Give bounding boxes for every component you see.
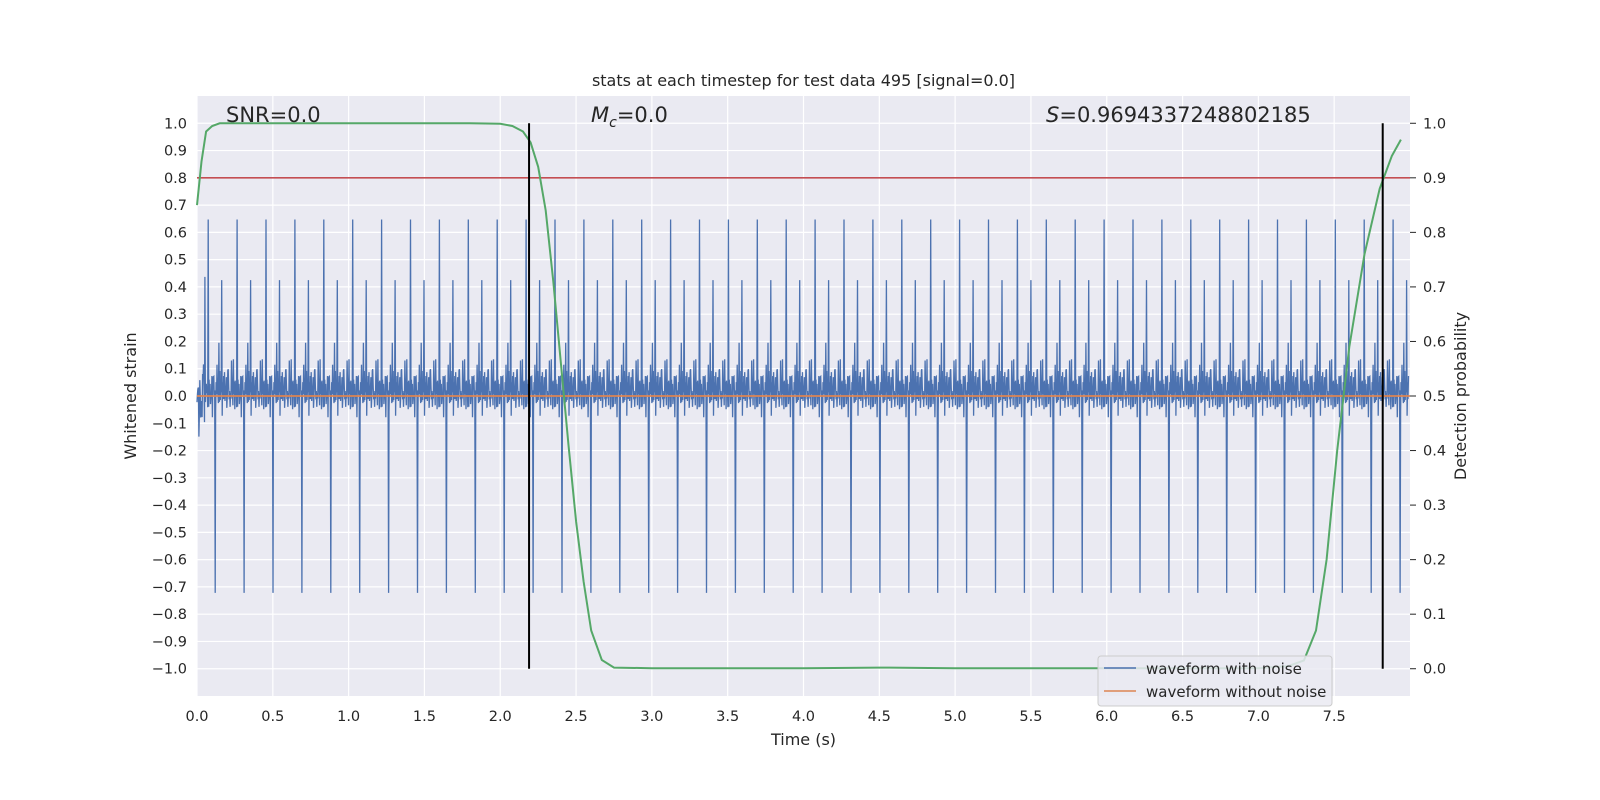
y2-tick-label: 0.0 bbox=[1423, 662, 1446, 678]
y2-tick-label: 0.2 bbox=[1423, 553, 1446, 569]
y-tick-label: −0.4 bbox=[152, 498, 187, 514]
x-tick-label: 6.5 bbox=[1171, 709, 1194, 725]
y2-tick-label: 0.8 bbox=[1423, 225, 1446, 241]
x-tick-label: 2.0 bbox=[489, 709, 512, 725]
x-tick-label: 7.5 bbox=[1323, 709, 1346, 725]
s-symbol: S bbox=[1046, 103, 1059, 127]
mc-symbol: M bbox=[591, 103, 609, 127]
y-tick-label: −0.6 bbox=[152, 553, 187, 569]
legend-label-noise: waveform with noise bbox=[1146, 660, 1302, 678]
x-tick-label: 4.0 bbox=[792, 709, 815, 725]
y-tick-label: 0.8 bbox=[164, 171, 187, 187]
chart-title: stats at each timestep for test data 495… bbox=[592, 71, 1015, 90]
x-tick-label: 1.0 bbox=[337, 709, 360, 725]
y-tick-label: −0.7 bbox=[152, 580, 187, 596]
y-tick-label: −0.3 bbox=[152, 471, 187, 487]
x-tick-label: 0.5 bbox=[261, 709, 284, 725]
y2-tick-label: 0.3 bbox=[1423, 498, 1446, 514]
y-tick-label: 1.0 bbox=[164, 116, 187, 132]
y-tick-label: −0.5 bbox=[152, 525, 187, 541]
y-tick-label: 0.4 bbox=[164, 280, 187, 296]
y2-tick-label: 0.5 bbox=[1423, 389, 1446, 405]
y-tick-label: 0.7 bbox=[164, 198, 187, 214]
x-tick-label: 2.5 bbox=[565, 709, 588, 725]
y-tick-label: −0.2 bbox=[152, 444, 187, 460]
y-tick-label: 0.1 bbox=[164, 362, 187, 378]
x-tick-label: 3.0 bbox=[640, 709, 663, 725]
y-tick-label: 0.5 bbox=[164, 253, 187, 269]
x-axis-label: Time (s) bbox=[770, 730, 836, 749]
detection-probability-series bbox=[196, 122, 1402, 670]
y-tick-label: −1.0 bbox=[152, 662, 187, 678]
snr-annotation: SNR=0.0 bbox=[226, 103, 321, 127]
y2-tick-label: 0.9 bbox=[1423, 171, 1446, 187]
y2-axis-label: Detection probability bbox=[1451, 312, 1470, 480]
y-tick-label: 0.9 bbox=[164, 144, 187, 160]
x-tick-label: 0.0 bbox=[185, 709, 208, 725]
x-tick-label: 3.5 bbox=[716, 709, 739, 725]
chirp-mass-annotation: Mc=0.0 bbox=[591, 103, 668, 131]
y-tick-label: 0.3 bbox=[164, 307, 187, 323]
x-tick-label: 4.5 bbox=[868, 709, 891, 725]
x-axis-ticks: 0.0 0.5 1.0 1.5 2.0 2.5 3.0 3.5 4.0 4.5 5.0 5.5 6.0 6… bbox=[185, 709, 1345, 725]
y-tick-label: −0.8 bbox=[152, 607, 187, 623]
y-tick-label: 0.6 bbox=[164, 225, 187, 241]
x-tick-label: 5.5 bbox=[1019, 709, 1042, 725]
y2-tick-label: 0.4 bbox=[1423, 444, 1446, 460]
y-tick-label: 0.0 bbox=[164, 389, 187, 405]
y2-tick-label: 0.1 bbox=[1423, 607, 1446, 623]
legend-label-clean: waveform without noise bbox=[1146, 683, 1326, 701]
mc-value: =0.0 bbox=[617, 103, 668, 127]
y2-axis-ticks: 1.0 0.9 0.8 0.7 0.6 0.5 0.4 0.3 0.2 0.1 0.0 bbox=[1410, 116, 1446, 678]
x-tick-label: 5.0 bbox=[944, 709, 967, 725]
y2-tick-label: 0.6 bbox=[1423, 334, 1446, 350]
y2-tick-label: 0.7 bbox=[1423, 280, 1446, 296]
y2-tick-label: 1.0 bbox=[1423, 116, 1446, 132]
probability-curve bbox=[196, 122, 1402, 670]
x-tick-label: 6.0 bbox=[1095, 709, 1118, 725]
y-tick-label: −0.1 bbox=[152, 416, 187, 432]
score-annotation: S=0.9694337248802185 bbox=[1046, 103, 1311, 127]
mc-subscript: c bbox=[609, 115, 617, 131]
y-tick-label: −0.9 bbox=[152, 634, 187, 650]
legend-box bbox=[1097, 655, 1333, 707]
s-value: =0.9694337248802185 bbox=[1059, 103, 1310, 127]
x-tick-label: 1.5 bbox=[413, 709, 436, 725]
legend: waveform with noise waveform without noi… bbox=[1097, 655, 1333, 707]
y-axis-ticks: 1.0 0.9 0.8 0.7 0.6 0.5 0.4 0.3 0.2 0.1 0.0 −0.1 −0.… bbox=[152, 116, 187, 677]
x-tick-label: 7.0 bbox=[1247, 709, 1270, 725]
y-axis-label: Whitened strain bbox=[121, 332, 140, 459]
vertical-markers bbox=[528, 123, 1384, 669]
y-tick-label: 0.2 bbox=[164, 334, 187, 350]
